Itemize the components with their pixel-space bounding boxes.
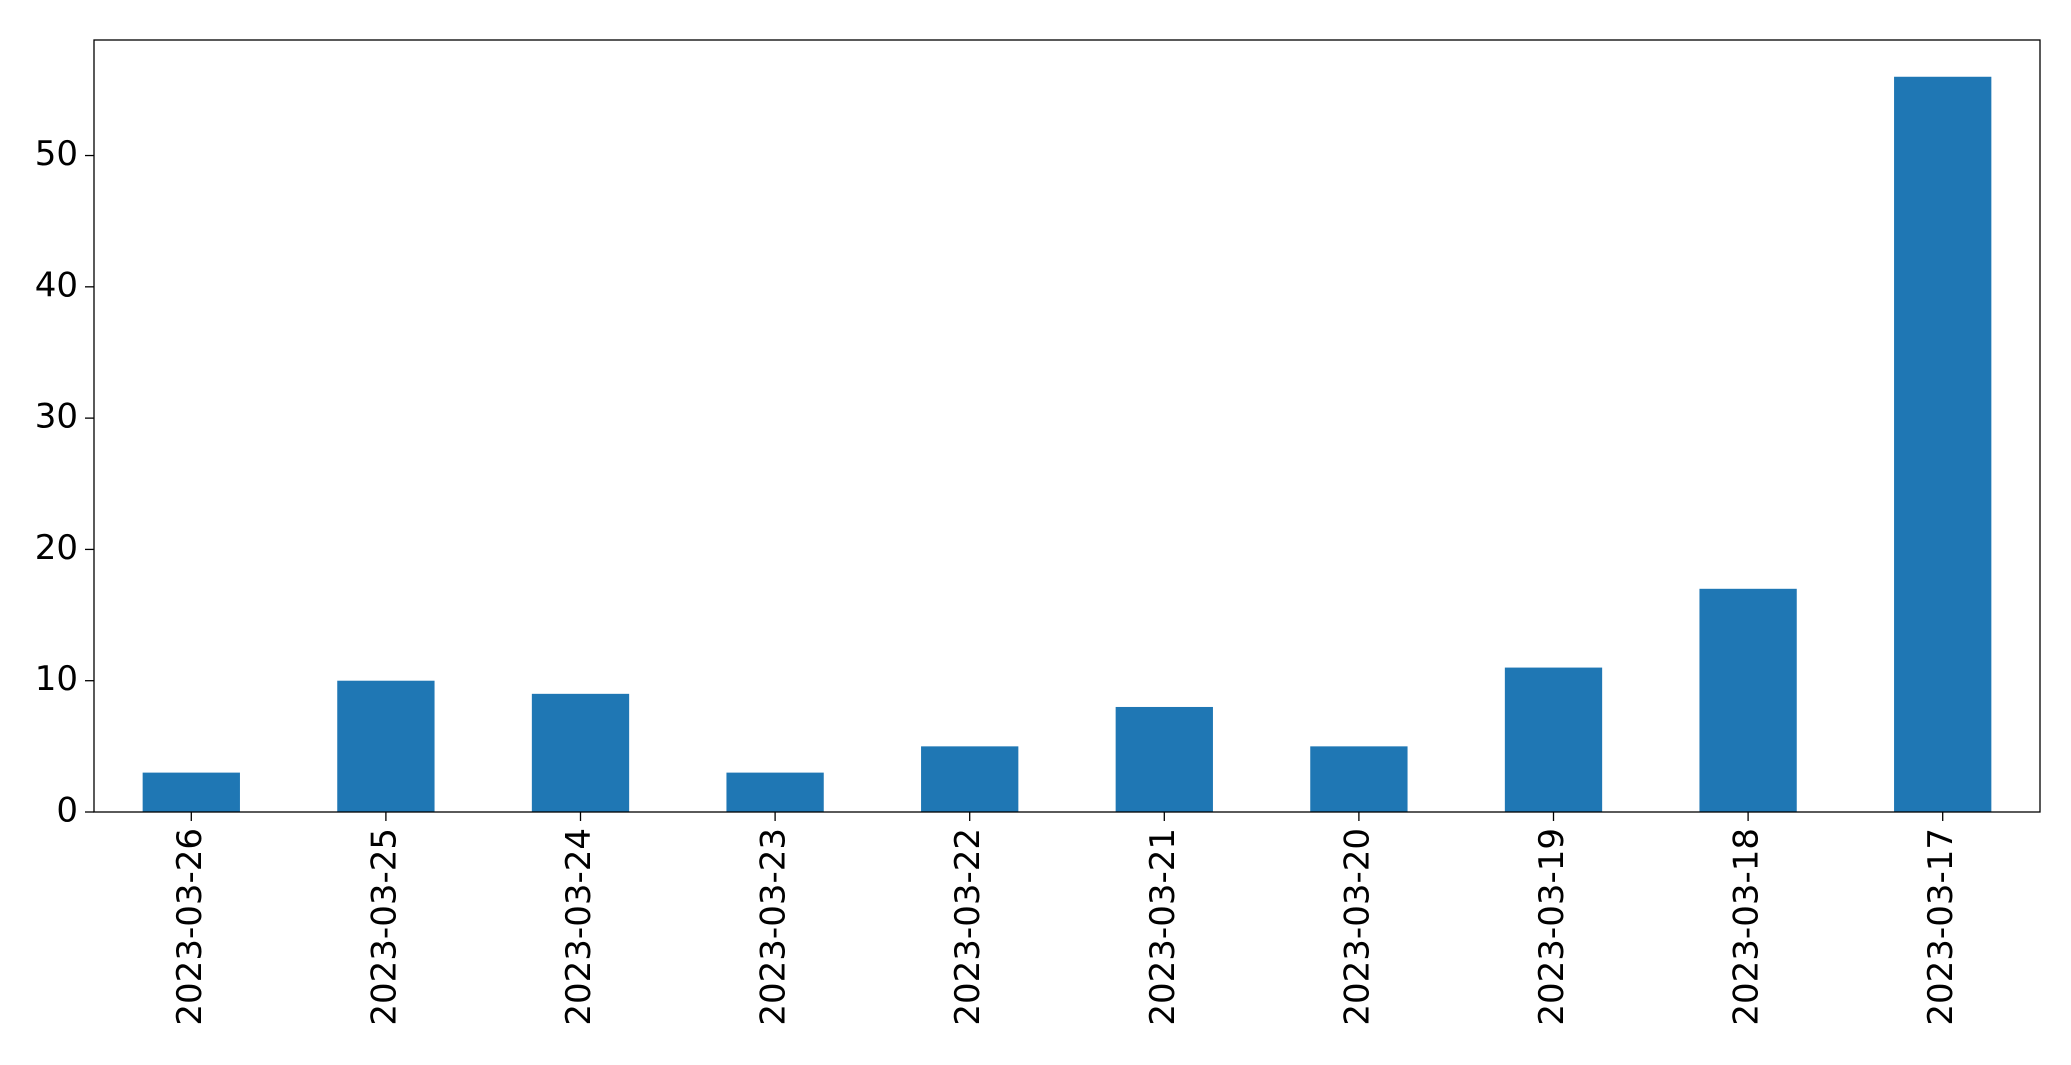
x-tick-label: 2023-03-26 (170, 828, 210, 1026)
bar (1310, 746, 1408, 812)
bar (1894, 76, 1992, 812)
y-tick-label: 20 (35, 528, 78, 568)
y-tick-label: 40 (35, 265, 78, 305)
x-tick-label: 2023-03-22 (948, 828, 988, 1026)
x-tick-label: 2023-03-18 (1727, 828, 1767, 1026)
bar (142, 772, 240, 812)
bar (1504, 667, 1603, 812)
bar (726, 772, 824, 812)
x-tick-label: 2023-03-19 (1532, 828, 1572, 1026)
x-tick-label: 2023-03-23 (754, 828, 794, 1026)
y-tick-label: 30 (35, 397, 78, 437)
bar (531, 693, 630, 812)
plot-frame (93, 39, 2041, 813)
x-tick-label: 2023-03-21 (1143, 828, 1183, 1026)
y-tick-label: 50 (35, 134, 78, 174)
y-tick-label: 0 (56, 791, 78, 831)
bar (337, 680, 435, 812)
x-tick-label: 2023-03-17 (1921, 828, 1961, 1026)
x-tick-label: 2023-03-25 (364, 828, 404, 1026)
y-tick-label: 10 (35, 659, 78, 699)
bar (921, 746, 1019, 812)
x-tick-label: 2023-03-20 (1337, 828, 1377, 1026)
bar (1699, 588, 1797, 812)
x-tick-label: 2023-03-24 (559, 828, 599, 1026)
bar (1115, 706, 1213, 812)
